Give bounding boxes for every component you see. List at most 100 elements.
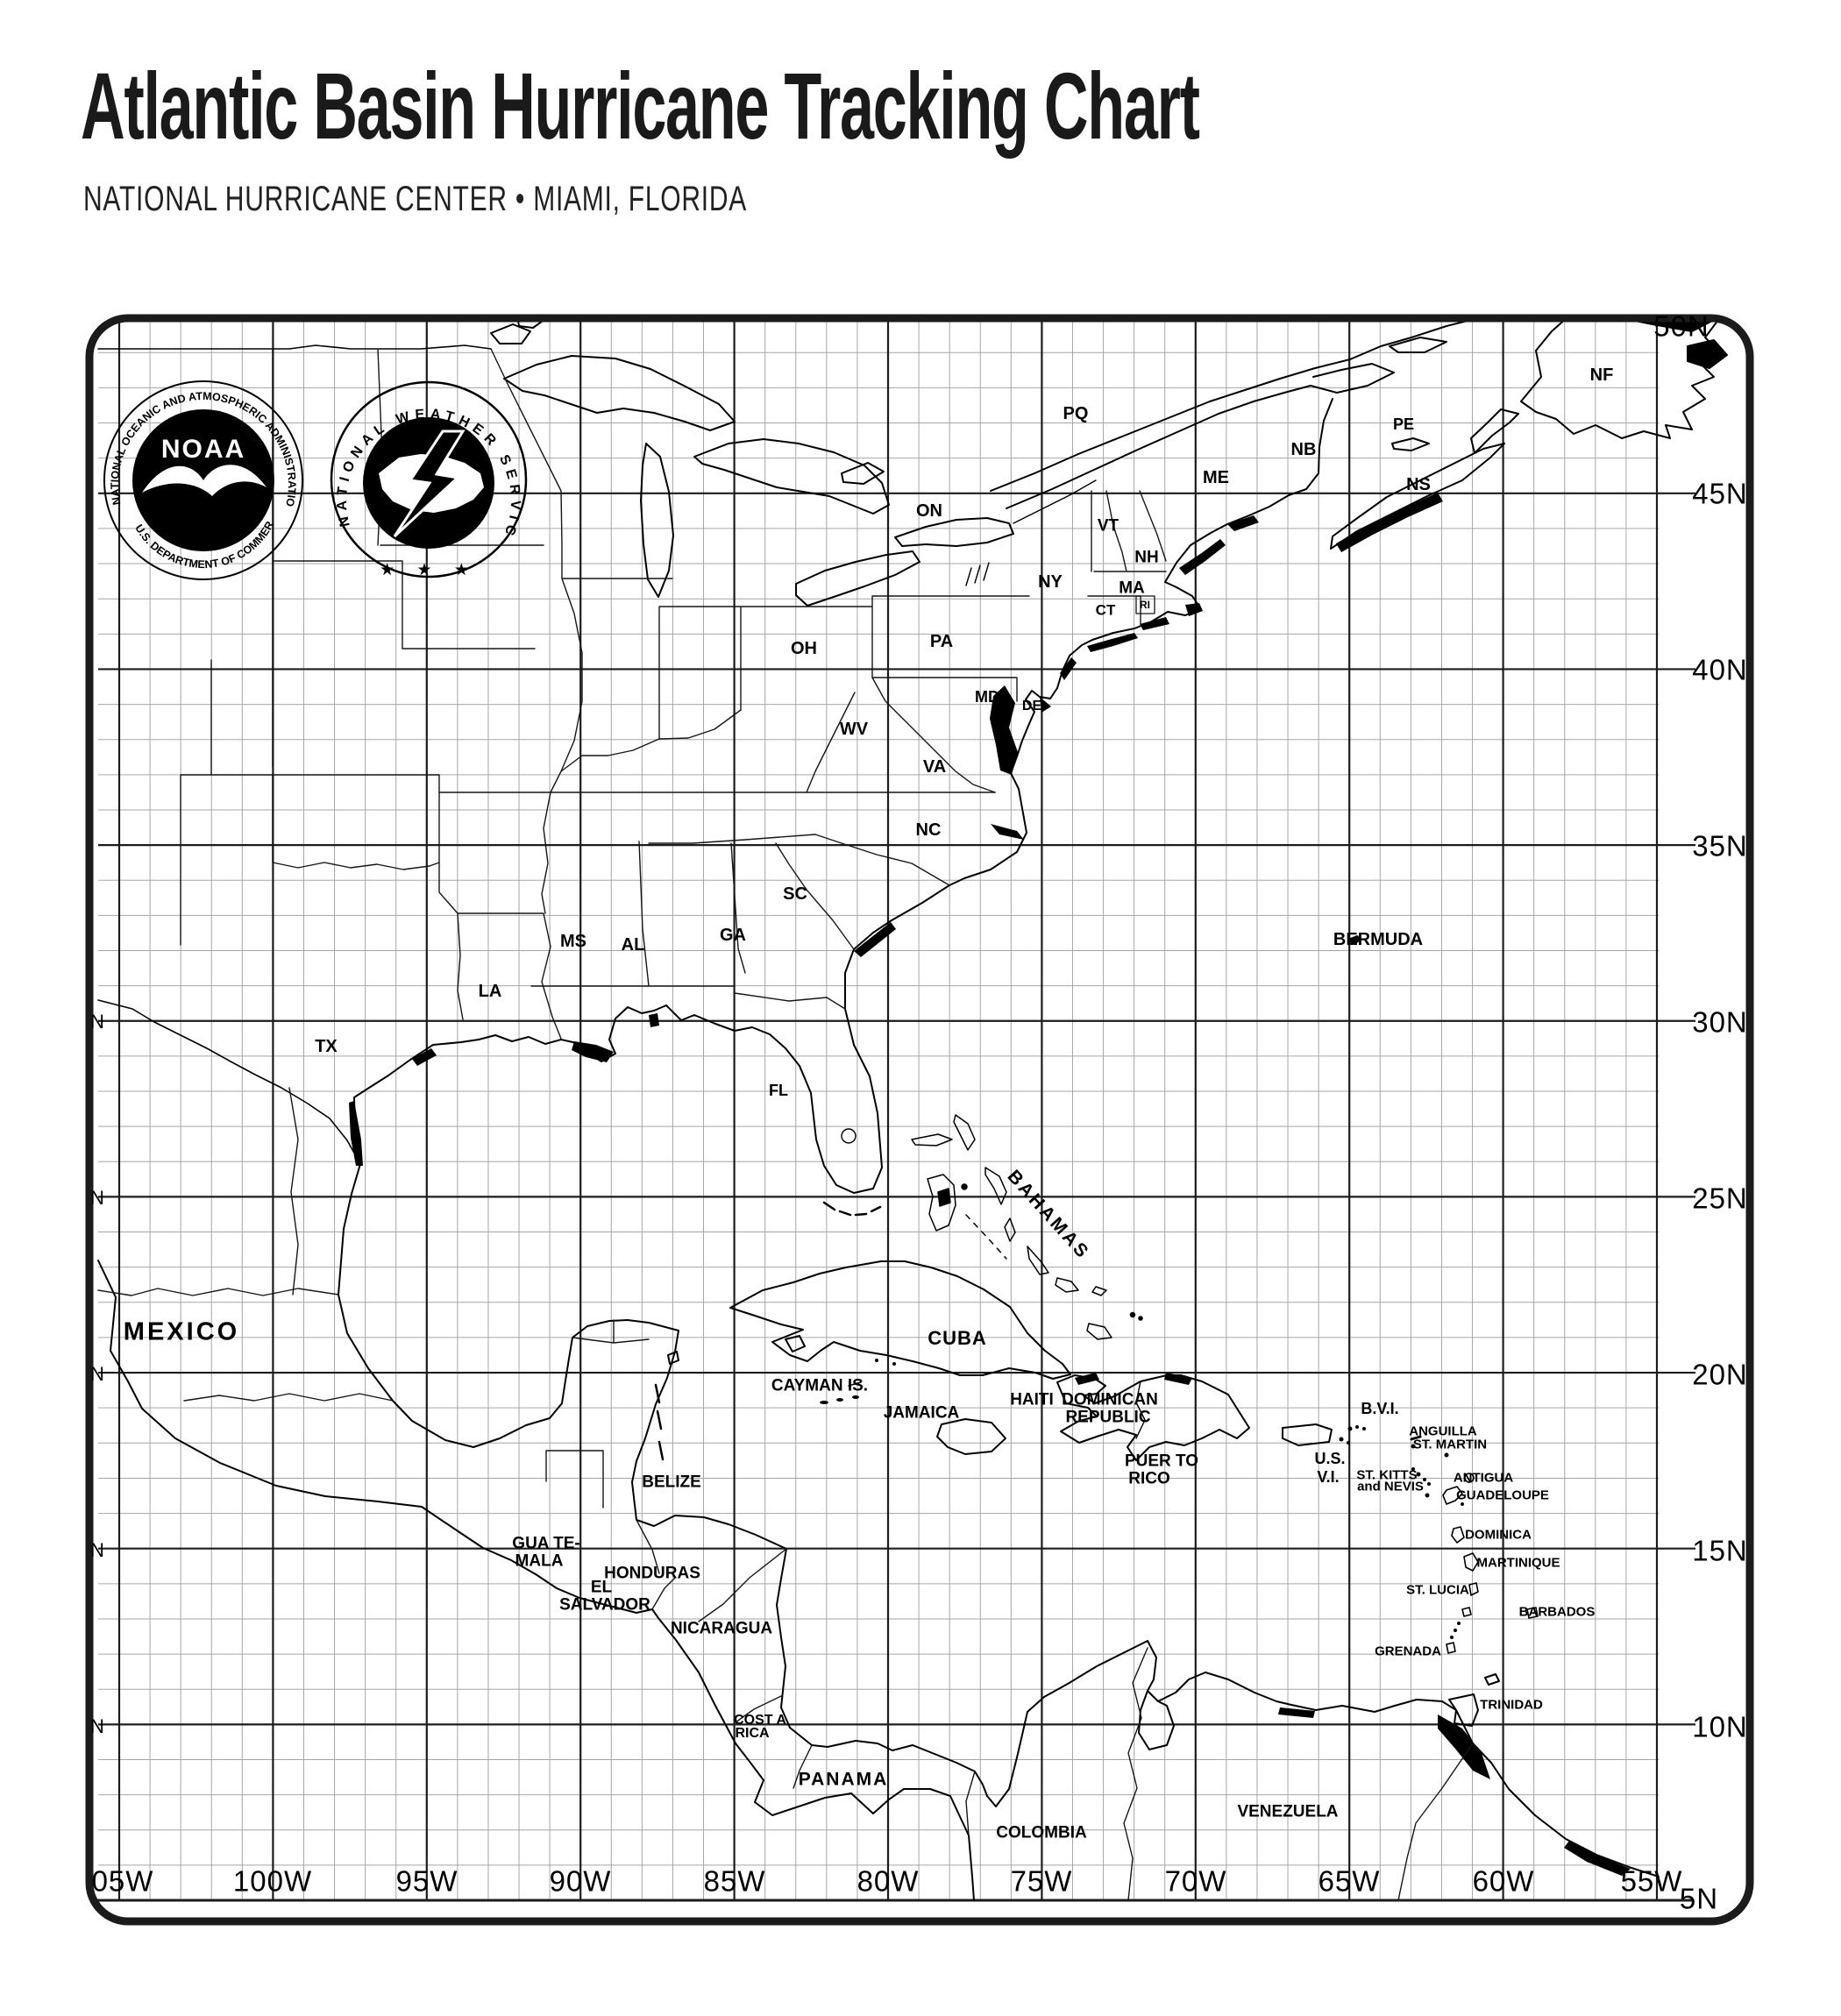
lat-label-15N: 15N	[1692, 1534, 1748, 1567]
region-label-md: MD	[975, 688, 999, 706]
region-label-oh: OH	[791, 639, 817, 658]
coastal-shading	[349, 493, 1631, 1876]
region-label-and-nevis: and NEVIS	[1357, 1479, 1424, 1494]
region-label-ct: CT	[1095, 601, 1116, 619]
region-label-tx: TX	[315, 1037, 338, 1056]
region-label-u-s-: U.S.	[1314, 1450, 1346, 1467]
region-label-martinique: MARTINIQUE	[1476, 1555, 1560, 1571]
lon-label-55W: 55W	[1620, 1864, 1683, 1898]
region-label-va: VA	[922, 757, 947, 777]
region-label-grenada: GRENADA	[1375, 1643, 1441, 1659]
lat-label-left-partial-3: N	[90, 1539, 104, 1561]
region-label-republic: REPUBLIC	[1065, 1408, 1151, 1427]
lat-label-35N: 35N	[1692, 829, 1748, 862]
region-label-nf: NF	[1589, 366, 1614, 385]
region-label-panama: PANAMA	[798, 1769, 889, 1790]
region-label-v-i-: V.I.	[1317, 1468, 1340, 1486]
region-label-haiti: HAITI	[1010, 1390, 1054, 1409]
region-label-pa: PA	[929, 632, 954, 651]
lat-label-5N: 5N	[1679, 1882, 1719, 1915]
region-label-anguilla: ANGUILLA	[1409, 1423, 1477, 1439]
region-label-me: ME	[1203, 468, 1229, 487]
region-label-ms: MS	[560, 932, 586, 951]
page-subtitle: NATIONAL HURRICANE CENTER • MIAMI, FLORI…	[83, 180, 748, 218]
region-label-salvador: SALVADOR	[559, 1595, 650, 1615]
region-label-vt: VT	[1097, 516, 1120, 536]
region-label-st-lucia: ST. LUCIA	[1406, 1582, 1469, 1598]
region-label-colombia: COLOMBIA	[996, 1823, 1087, 1842]
region-label-nicaragua: NICARAGUA	[670, 1619, 773, 1638]
region-label-nh: NH	[1134, 548, 1159, 567]
region-label-antigua: ANTIGUA	[1453, 1470, 1514, 1486]
region-label-jamaica: JAMAICA	[883, 1403, 960, 1423]
region-label-ns: NS	[1406, 475, 1431, 494]
region-label-al: AL	[621, 935, 645, 955]
nws-stars: ★ ★ ★	[380, 561, 478, 579]
coast-bermuda	[1347, 935, 1361, 945]
coastlines	[97, 322, 1728, 1901]
region-label-pe: PE	[1392, 415, 1415, 433]
region-label-pq: PQ	[1063, 404, 1089, 423]
region-label-cost-a: COST A	[734, 1713, 786, 1728]
lat-label-10N: 10N	[1692, 1710, 1748, 1743]
lon-label-65W: 65W	[1318, 1864, 1381, 1898]
region-label-la: LA	[478, 982, 502, 1001]
region-label-trinidad: TRINIDAD	[1480, 1697, 1543, 1713]
region-label-bermuda: BERMUDA	[1333, 930, 1424, 949]
lon-label-80W: 80W	[857, 1864, 920, 1898]
region-label-ri: RI	[1140, 599, 1150, 611]
region-label-belize: BELIZE	[642, 1473, 701, 1492]
lon-label-70W: 70W	[1164, 1864, 1227, 1898]
lat-label-40N: 40N	[1692, 653, 1748, 686]
lat-label-left-partial-2: N	[90, 1363, 104, 1385]
region-label-sc: SC	[783, 884, 807, 904]
lat-label-50N: 50N	[1653, 309, 1710, 343]
region-label-ny: NY	[1038, 572, 1063, 592]
page-title: Atlantic Basin Hurricane Tracking Chart	[81, 53, 1200, 159]
lon-label-90W: 90W	[549, 1864, 612, 1898]
region-label-dominican: DOMINICAN	[1062, 1390, 1158, 1409]
lon-label-05W: 05W	[91, 1864, 154, 1898]
region-label-cuba: CUBA	[928, 1327, 987, 1349]
region-label-on: ON	[916, 501, 942, 521]
lat-label-45N: 45N	[1692, 477, 1748, 510]
region-label-rico: RICO	[1128, 1469, 1170, 1488]
region-label-rica: RICA	[735, 1726, 770, 1741]
region-label-dominica: DOMINICA	[1465, 1527, 1532, 1543]
state-boundaries	[97, 348, 1474, 1901]
coast-hispaniola	[1056, 1374, 1250, 1461]
region-label-mexico: MEXICO	[123, 1317, 240, 1346]
coast-bahamas	[911, 1114, 1143, 1340]
region-label-st-martin: ST. MARTIN	[1412, 1437, 1488, 1452]
lat-lon-grid	[95, 322, 1695, 1902]
coast-cuba	[729, 1260, 1071, 1380]
region-label-b-v-i-: B.V.I.	[1361, 1400, 1399, 1417]
lat-label-left-partial-4: N	[90, 1715, 104, 1737]
lat-label-30N: 30N	[1692, 1005, 1748, 1039]
lat-label-left-partial-1: N	[90, 1187, 104, 1209]
lat-label-left-partial-0: N	[90, 1011, 104, 1033]
region-label-honduras: HONDURAS	[604, 1564, 700, 1583]
region-label-puer-to: PUER TO	[1124, 1452, 1199, 1471]
region-label-nb: NB	[1290, 440, 1317, 459]
region-label-ma: MA	[1119, 579, 1145, 598]
lon-label-95W: 95W	[395, 1864, 458, 1898]
region-label-gua-te-: GUA TE-	[512, 1534, 580, 1553]
region-label-cayman-is-: CAYMAN IS.	[771, 1376, 869, 1395]
region-label-wv: WV	[839, 720, 869, 739]
region-label-nc: NC	[915, 820, 942, 840]
lat-label-20N: 20N	[1692, 1358, 1748, 1391]
region-label-fl: FL	[769, 1082, 788, 1099]
region-label-de: DE	[1021, 699, 1042, 713]
coast-lesser-antilles	[1339, 1425, 1539, 1654]
coast-mainland	[338, 398, 1660, 1878]
lon-label-85W: 85W	[703, 1864, 766, 1898]
lat-label-25N: 25N	[1692, 1182, 1748, 1215]
lon-label-75W: 75W	[1010, 1864, 1073, 1898]
region-label-el: EL	[590, 1578, 613, 1597]
lon-label-60W: 60W	[1472, 1864, 1535, 1898]
map-border	[85, 314, 1754, 1926]
region-label-mala: MALA	[515, 1551, 564, 1571]
